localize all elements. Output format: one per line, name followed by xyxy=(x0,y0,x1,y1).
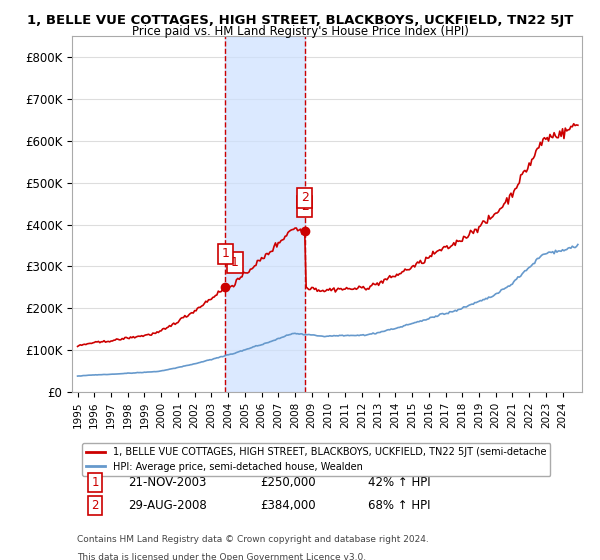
Text: 1: 1 xyxy=(91,476,98,489)
Bar xyxy=(225,36,305,392)
Text: 68% ↑ HPI: 68% ↑ HPI xyxy=(368,500,430,512)
Text: £250,000: £250,000 xyxy=(260,476,316,489)
Text: 21-NOV-2003: 21-NOV-2003 xyxy=(128,476,206,489)
Text: 1: 1 xyxy=(231,256,239,269)
Text: 1, BELLE VUE COTTAGES, HIGH STREET, BLACKBOYS, UCKFIELD, TN22 5JT: 1, BELLE VUE COTTAGES, HIGH STREET, BLAC… xyxy=(27,14,573,27)
Text: 2: 2 xyxy=(301,200,308,213)
Legend: 1, BELLE VUE COTTAGES, HIGH STREET, BLACKBOYS, UCKFIELD, TN22 5JT (semi-detache,: 1, BELLE VUE COTTAGES, HIGH STREET, BLAC… xyxy=(82,443,550,476)
Text: 42% ↑ HPI: 42% ↑ HPI xyxy=(368,476,430,489)
Text: 2: 2 xyxy=(301,192,308,204)
Text: Contains HM Land Registry data © Crown copyright and database right 2024.: Contains HM Land Registry data © Crown c… xyxy=(77,535,429,544)
Text: Price paid vs. HM Land Registry's House Price Index (HPI): Price paid vs. HM Land Registry's House … xyxy=(131,25,469,38)
Text: 29-AUG-2008: 29-AUG-2008 xyxy=(128,500,207,512)
Text: 2: 2 xyxy=(91,500,98,512)
Text: £384,000: £384,000 xyxy=(260,500,316,512)
Text: This data is licensed under the Open Government Licence v3.0.: This data is licensed under the Open Gov… xyxy=(77,553,366,560)
Text: 1: 1 xyxy=(221,248,229,260)
